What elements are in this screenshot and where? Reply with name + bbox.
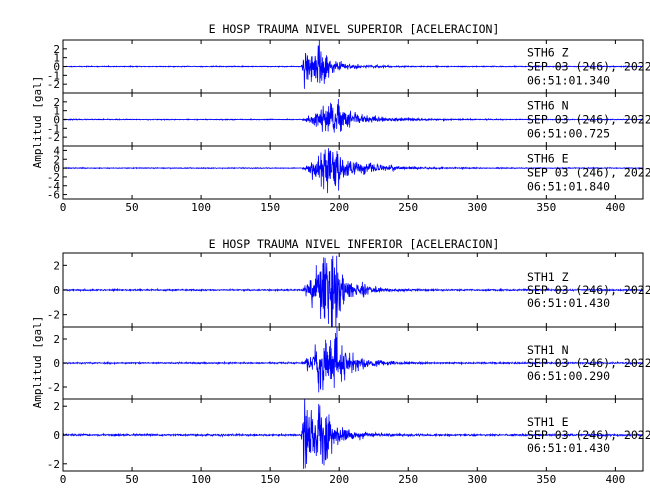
record-date: SEP 03 (246), 2022 (527, 428, 650, 442)
x-tick-label: 200 (329, 201, 349, 214)
y-tick-label: 2 (53, 43, 60, 56)
x-tick-label: 0 (60, 473, 67, 486)
x-tick-label: 250 (398, 473, 418, 486)
y-tick-label: 2 (53, 153, 60, 166)
record-time: 06:51:01.840 (527, 180, 610, 194)
x-tick-label: 0 (60, 201, 67, 214)
y-tick-label: 0 (53, 284, 60, 297)
y-tick-label: 0 (53, 357, 60, 370)
x-tick-label: 100 (191, 201, 211, 214)
trace-sth6-e (63, 148, 643, 194)
x-tick-label: 300 (467, 473, 487, 486)
y-tick-label: 0 (53, 114, 60, 127)
trace-sth1-e (63, 399, 643, 469)
upper-traces (63, 40, 643, 194)
panel-frame (62, 145, 644, 200)
record-time: 06:51:01.430 (527, 441, 610, 455)
trace-sth6-n (63, 98, 643, 133)
y-tick-label: 2 (53, 96, 60, 109)
record-time: 06:51:01.430 (527, 296, 610, 310)
record-time: 06:51:00.290 (527, 369, 610, 383)
upper-chart-title: E HOSP TRAUMA NIVEL SUPERIOR [ACELERACIO… (209, 22, 500, 36)
record-date: SEP 03 (246), 2022 (527, 113, 650, 127)
lower-y-axis-label: Amplitud [gal] (31, 316, 44, 409)
y-tick-label: -2 (47, 309, 60, 322)
y-tick-label: -2 (47, 171, 60, 184)
record-date: SEP 03 (246), 2022 (527, 356, 650, 370)
y-tick-label: -4 (47, 180, 61, 193)
x-tick-label: 400 (605, 201, 625, 214)
station-label: STH1 N (527, 343, 569, 357)
y-tick-label: -1 (47, 69, 60, 82)
y-tick-label: -2 (47, 78, 60, 91)
x-tick-label: 400 (605, 473, 625, 486)
y-tick-label: 4 (53, 144, 60, 157)
record-date: SEP 03 (246), 2022 (527, 166, 650, 180)
x-tick-label: 100 (191, 473, 211, 486)
upper-y-axis-label: Amplitud [gal] (31, 76, 44, 169)
upper-chart: E HOSP TRAUMA NIVEL SUPERIOR [ACELERACIO… (31, 22, 650, 214)
lower-chart-title: E HOSP TRAUMA NIVEL INFERIOR [ACELERACIO… (209, 237, 500, 251)
x-tick-label: 350 (536, 201, 556, 214)
record-time: 06:51:00.725 (527, 127, 610, 141)
x-tick-label: 150 (260, 473, 280, 486)
trace-sth6-z (63, 40, 643, 89)
x-tick-label: 350 (536, 473, 556, 486)
station-label: STH6 Z (527, 46, 569, 60)
y-tick-label: 2 (53, 259, 60, 272)
y-tick-label: 1 (53, 52, 60, 65)
station-label: STH1 E (527, 415, 569, 429)
station-label: STH6 N (527, 99, 569, 113)
record-date: SEP 03 (246), 2022 (527, 283, 650, 297)
y-tick-label: 2 (53, 400, 60, 413)
y-tick-label: -2 (47, 458, 60, 471)
x-tick-label: 150 (260, 201, 280, 214)
station-label: STH6 E (527, 152, 569, 166)
y-tick-label: 1 (53, 105, 60, 118)
x-tick-label: 300 (467, 201, 487, 214)
station-label: STH1 Z (527, 270, 569, 284)
record-date: SEP 03 (246), 2022 (527, 60, 650, 74)
y-tick-label: -2 (47, 131, 60, 144)
record-time: 06:51:01.340 (527, 74, 610, 88)
y-tick-label: -1 (47, 122, 60, 135)
y-tick-label: 2 (53, 333, 60, 346)
x-tick-label: 250 (398, 201, 418, 214)
y-tick-label: -6 (47, 189, 60, 202)
y-tick-label: 0 (53, 429, 60, 442)
trace-sth1-n (63, 327, 643, 393)
x-tick-label: 200 (329, 473, 349, 486)
lower-traces (63, 255, 643, 469)
trace-sth1-z (63, 255, 643, 327)
y-tick-label: 0 (53, 162, 60, 175)
y-tick-label: -2 (47, 381, 60, 394)
x-tick-label: 50 (125, 201, 138, 214)
y-tick-label: 0 (53, 61, 60, 74)
lower-chart: E HOSP TRAUMA NIVEL INFERIOR [ACELERACIO… (31, 237, 650, 486)
x-tick-label: 50 (125, 473, 138, 486)
